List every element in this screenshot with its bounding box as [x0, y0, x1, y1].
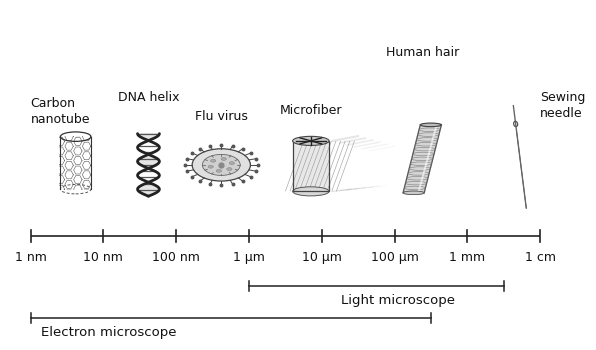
Circle shape — [229, 162, 234, 164]
Text: Human hair: Human hair — [386, 46, 459, 59]
Text: 100 nm: 100 nm — [152, 251, 200, 264]
Text: 1 mm: 1 mm — [449, 251, 486, 264]
Ellipse shape — [403, 191, 424, 195]
Text: DNA helix: DNA helix — [118, 91, 179, 104]
Text: 1 cm: 1 cm — [524, 251, 555, 264]
Circle shape — [192, 149, 250, 181]
Text: 10 nm: 10 nm — [83, 251, 123, 264]
Text: Sewing
needle: Sewing needle — [540, 91, 585, 120]
Ellipse shape — [293, 187, 329, 196]
Polygon shape — [138, 134, 159, 140]
Text: Carbon
nanotube: Carbon nanotube — [30, 98, 90, 126]
Circle shape — [221, 158, 226, 160]
Text: 100 μm: 100 μm — [371, 251, 418, 264]
Ellipse shape — [420, 123, 442, 127]
Polygon shape — [403, 125, 442, 193]
Text: Light microscope: Light microscope — [342, 294, 455, 307]
Text: 1 μm: 1 μm — [233, 251, 265, 264]
Text: 1 nm: 1 nm — [14, 251, 46, 264]
Circle shape — [226, 168, 232, 170]
Text: 10 μm: 10 μm — [302, 251, 342, 264]
Text: Electron microscope: Electron microscope — [42, 327, 177, 340]
Polygon shape — [293, 141, 329, 191]
Circle shape — [210, 159, 216, 162]
Polygon shape — [138, 182, 159, 196]
Circle shape — [216, 169, 222, 172]
Circle shape — [203, 154, 240, 175]
Text: Flu virus: Flu virus — [195, 110, 248, 124]
Polygon shape — [138, 154, 159, 168]
Ellipse shape — [293, 136, 329, 146]
Circle shape — [208, 165, 213, 168]
Text: Microfiber: Microfiber — [280, 104, 342, 117]
